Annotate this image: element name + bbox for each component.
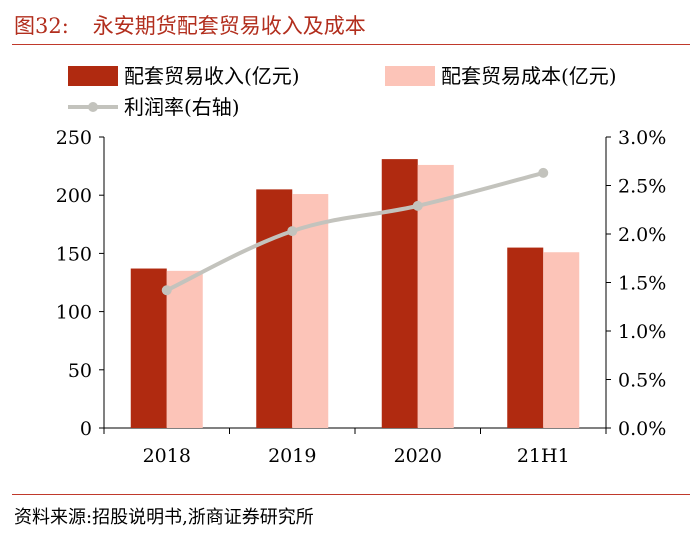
right-tick-label: 0.5%: [618, 370, 666, 392]
bar-cost: [166, 270, 203, 428]
margin-point: [161, 285, 172, 296]
axes: 0 50 100 150 200 250 0.0% 0.5% 1.0% 1.5% 2.0% 2.5% 3…: [56, 127, 667, 467]
margin-point: [287, 226, 298, 237]
legend: 配套贸易收入(亿元) 配套贸易成本(亿元) 利润率(右轴): [68, 64, 617, 119]
source-note: 资料来源:招股说明书,浙商证券研究所: [14, 507, 314, 528]
x-tick-label: 2019: [268, 445, 316, 467]
legend-label-revenue: 配套贸易收入(亿元): [124, 64, 300, 88]
title-divider: [12, 44, 690, 45]
right-tick-label: 2.5%: [618, 176, 666, 198]
left-tick-label: 50: [68, 360, 92, 382]
figure-title-text: 永安期货配套贸易收入及成本: [92, 14, 366, 38]
legend-marker-margin: [88, 102, 98, 112]
source-divider: [12, 494, 690, 495]
legend-label-cost: 配套贸易成本(亿元): [441, 64, 617, 88]
bar-revenue: [130, 268, 167, 428]
figure-title: 图32: 永安期货配套贸易收入及成本: [14, 10, 366, 40]
right-tick-label: 0.0%: [618, 418, 666, 440]
x-tick-label: 21H1: [517, 445, 570, 467]
legend-swatch-revenue: [68, 66, 118, 86]
margin-line-path: [165, 170, 544, 293]
bar-revenue: [256, 189, 293, 428]
bar-revenue: [507, 247, 544, 428]
figure-number: 图32:: [14, 14, 69, 38]
right-tick-label: 1.0%: [618, 321, 666, 343]
legend-swatch-cost: [385, 66, 435, 86]
right-tick-label: 1.5%: [618, 273, 666, 295]
left-tick-label: 200: [56, 185, 92, 207]
left-tick-label: 150: [56, 243, 92, 265]
right-tick-label: 2.0%: [618, 224, 666, 246]
margin-point: [538, 167, 549, 178]
left-tick-label: 100: [56, 302, 92, 324]
bars: [130, 159, 580, 428]
bar-revenue: [381, 159, 418, 428]
bar-cost: [543, 252, 580, 428]
legend-label-margin: 利润率(右轴): [124, 95, 240, 119]
left-tick-label: 0: [80, 418, 92, 440]
x-tick-label: 2018: [143, 445, 191, 467]
right-tick-label: 3.0%: [618, 127, 666, 149]
x-tick-label: 2020: [394, 445, 442, 467]
margin-line: [161, 167, 549, 296]
left-tick-label: 250: [56, 127, 92, 149]
margin-point: [412, 200, 423, 211]
bar-cost: [417, 164, 454, 428]
bar-cost: [292, 194, 329, 428]
